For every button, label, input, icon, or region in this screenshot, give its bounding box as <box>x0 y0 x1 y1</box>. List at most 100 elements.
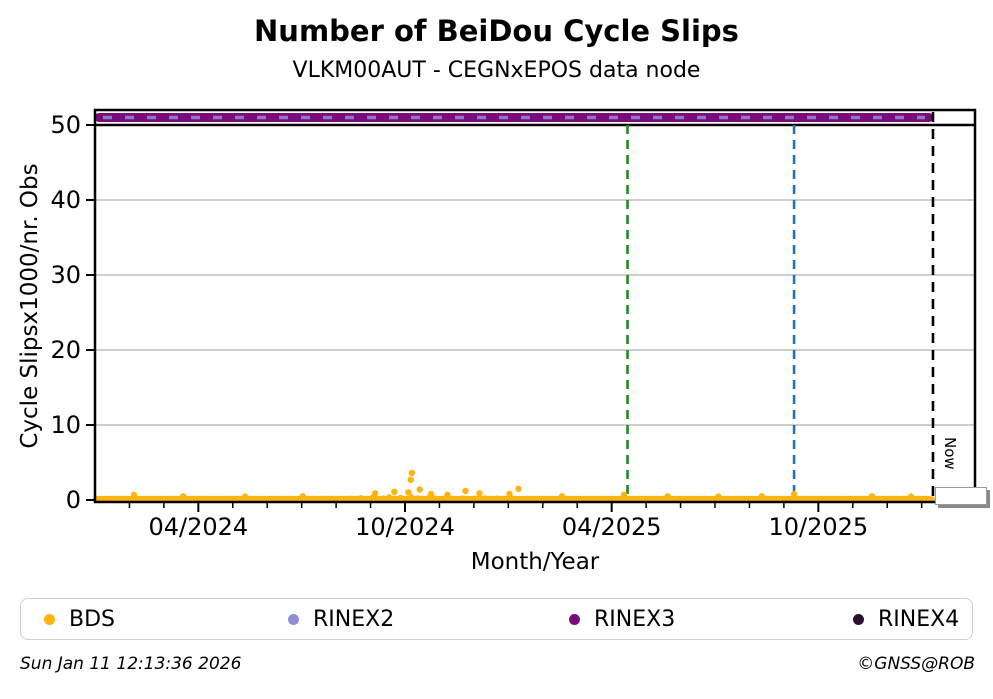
bds-outlier-point <box>405 489 412 496</box>
bds-point <box>431 495 438 501</box>
bds-point <box>335 496 341 502</box>
bds-point <box>822 496 828 502</box>
bds-point <box>692 496 698 502</box>
bds-point <box>330 496 336 502</box>
legend-item-rinex2: RINEX2 <box>288 599 394 639</box>
bds-point <box>771 496 777 502</box>
bds-outlier-point <box>907 493 915 500</box>
empty-corner-box <box>935 487 987 505</box>
bds-point <box>890 496 896 502</box>
y-tick-label: 0 <box>66 486 81 514</box>
bds-point <box>471 495 477 501</box>
bds-outlier-point <box>515 485 522 492</box>
bds-point <box>347 495 353 501</box>
legend: BDS RINEX2 RINEX3 RINEX4 <box>20 598 973 640</box>
bds-point <box>103 496 109 502</box>
bds-outlier-point <box>408 469 415 477</box>
bds-outlier-point <box>416 486 423 493</box>
y-tick-label: 20 <box>50 336 81 364</box>
legend-label: BDS <box>69 606 115 632</box>
x-tick-label: 04/2025 <box>562 513 662 541</box>
bds-point <box>929 496 935 502</box>
bds-outlier-point <box>558 493 566 500</box>
bds-outlier-point <box>506 490 513 498</box>
bds-point <box>494 495 500 501</box>
bds-point <box>397 494 404 500</box>
bds-outlier-point <box>299 493 306 500</box>
bds-point <box>324 495 330 501</box>
bds-point <box>386 494 392 500</box>
bds-point <box>488 496 494 502</box>
plot-timestamp: Sun Jan 11 12:13:36 2026 <box>20 654 242 674</box>
bds-point <box>448 495 454 501</box>
bds-point <box>726 496 732 502</box>
bds-point <box>748 496 754 502</box>
y-tick-label: 40 <box>50 186 81 214</box>
bds-point <box>279 496 285 502</box>
legend-marker-icon <box>44 613 55 625</box>
bds-point <box>545 496 551 502</box>
bds-point <box>652 496 658 502</box>
bds-point <box>160 495 166 501</box>
bds-outlier-point <box>391 488 398 495</box>
bds-outlier-point <box>407 476 414 483</box>
bds-point <box>216 496 223 502</box>
bds-point <box>658 496 664 502</box>
bds-point <box>284 496 290 502</box>
bds-outlier-point <box>664 493 671 500</box>
bds-point <box>731 496 737 502</box>
legend-label: RINEX2 <box>313 606 395 632</box>
bds-point <box>528 496 534 502</box>
bds-point <box>511 496 517 502</box>
bds-outlier-point <box>715 493 722 500</box>
legend-item-rinex4: RINEX4 <box>853 599 959 639</box>
bds-point <box>844 496 851 502</box>
bds-outlier-point <box>371 490 379 497</box>
x-tick-label: 04/2024 <box>148 513 248 541</box>
bds-point <box>171 496 177 502</box>
legend-item-rinex3: RINEX3 <box>569 599 675 639</box>
bds-point <box>788 496 794 502</box>
bds-point <box>358 495 364 501</box>
bds-point <box>590 496 596 502</box>
bds-point <box>522 496 528 502</box>
bds-point <box>878 496 885 502</box>
bds-outlier-point <box>620 491 628 498</box>
bds-point <box>827 496 834 502</box>
bds-point <box>250 496 256 502</box>
legend-marker-icon <box>288 613 299 625</box>
bds-point <box>318 496 324 502</box>
bds-point <box>137 496 143 502</box>
bds-point <box>267 496 273 502</box>
bds-point <box>233 496 239 502</box>
bds-point <box>477 496 483 502</box>
bds-point <box>901 496 907 502</box>
bds-point <box>392 495 398 501</box>
bds-point <box>364 495 370 501</box>
bds-point <box>709 496 715 502</box>
bds-point <box>612 495 619 502</box>
bds-point <box>697 496 704 502</box>
axes-frame <box>93 108 977 504</box>
bds-point <box>375 496 381 502</box>
bds-point <box>437 496 443 502</box>
x-axis-label: Month/Year <box>470 549 600 575</box>
bds-point <box>641 496 647 502</box>
legend-item-bds: BDS <box>44 599 115 639</box>
chart-title: Number of BeiDou Cycle Slips <box>254 14 739 48</box>
bds-point <box>782 496 788 502</box>
bds-point <box>460 495 466 501</box>
bds-point <box>188 496 194 502</box>
bds-point <box>856 496 862 502</box>
bds-point <box>833 496 839 502</box>
bds-outlier-point <box>444 491 451 498</box>
bds-point <box>307 496 313 502</box>
bds-point <box>805 496 811 502</box>
bds-point <box>499 496 505 502</box>
bds-point <box>618 496 624 502</box>
bds-point <box>380 495 387 501</box>
x-tick-label: 10/2024 <box>355 513 455 541</box>
bds-outlier-point <box>758 493 766 500</box>
bds-outlier-point <box>868 493 876 500</box>
